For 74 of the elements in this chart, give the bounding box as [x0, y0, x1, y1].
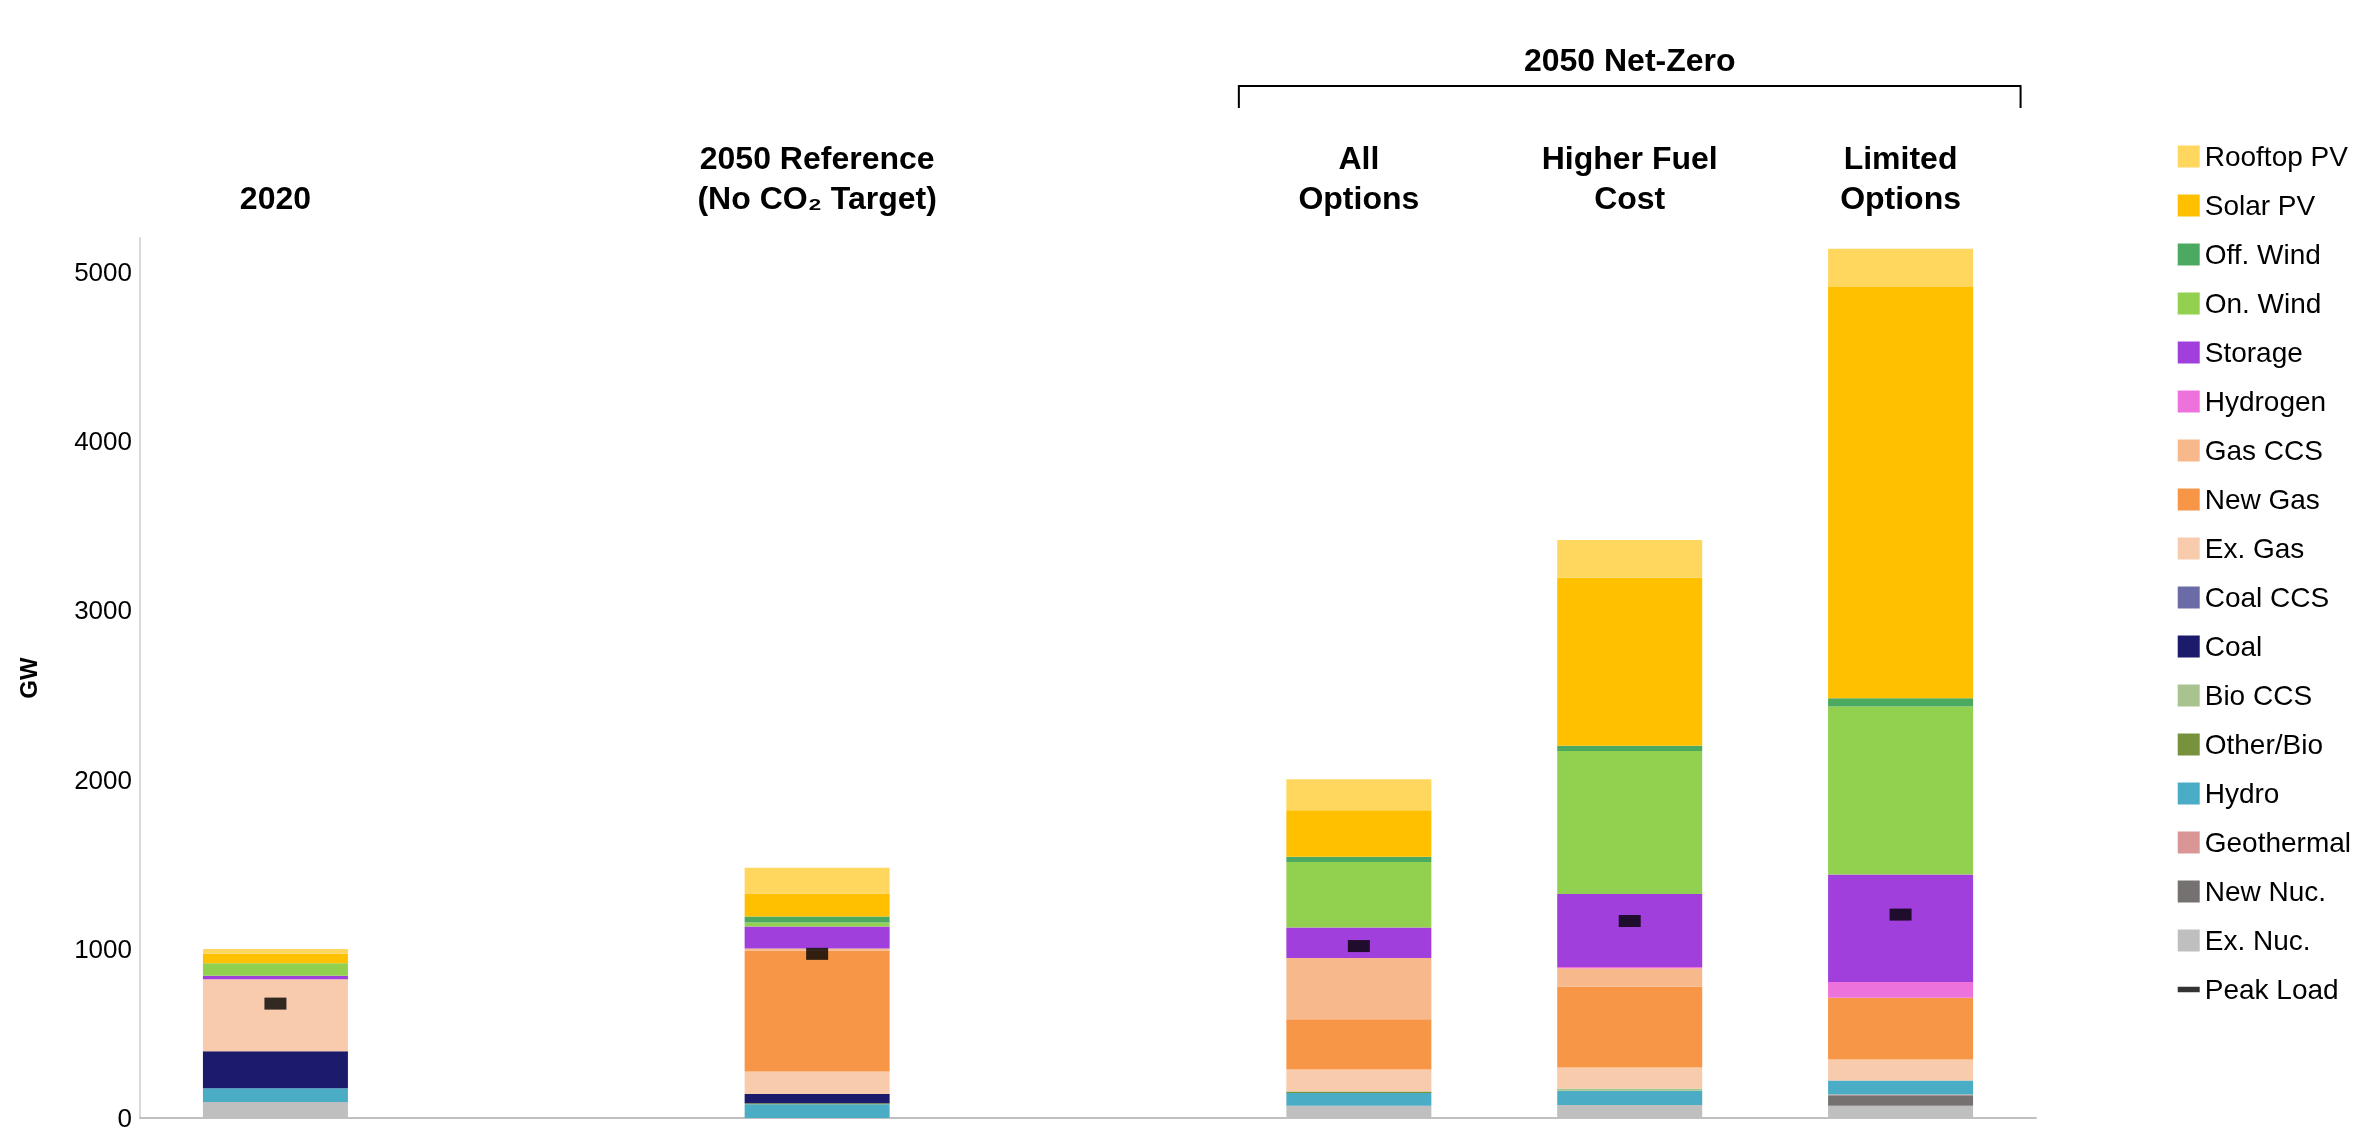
bar	[1828, 1095, 1974, 1106]
legend-label: New Nuc.	[2204, 876, 2327, 907]
bar	[202, 1088, 348, 1102]
y-tick-label: 4000	[74, 426, 132, 457]
x-tick-label: 2020	[239, 180, 312, 216]
bar	[1286, 861, 1432, 928]
legend-label: Solar PV	[2204, 190, 2316, 221]
bar	[1557, 893, 1703, 968]
legend-label: Ex. Nuc.	[2204, 925, 2311, 956]
bar	[202, 979, 348, 1052]
bar	[1828, 706, 1974, 875]
bar	[1557, 577, 1703, 746]
bar	[1286, 1019, 1432, 1070]
y-axis-title: GW	[14, 657, 42, 699]
x-tick-label: 2050 Reference (No CO₂ Target)	[697, 140, 937, 216]
bar	[202, 1051, 348, 1089]
legend-label: Ex. Gas	[2204, 533, 2305, 564]
bar	[1828, 997, 1974, 1060]
bar	[1828, 1059, 1974, 1081]
bar	[744, 926, 890, 949]
bar	[1557, 540, 1703, 578]
bar	[1828, 286, 1974, 699]
x-tick-label: All Options	[1298, 140, 1420, 216]
bar	[744, 893, 890, 917]
y-tick-label: 3000	[74, 595, 132, 626]
legend-label: Geothermal	[2204, 827, 2352, 858]
bar	[202, 948, 348, 954]
bar	[1557, 1090, 1703, 1105]
legend-label: Peak Load	[2204, 974, 2339, 1005]
bar	[1557, 745, 1703, 751]
bar	[1557, 986, 1703, 1068]
legend-label: Hydrogen	[2204, 386, 2327, 417]
y-tick-label: 1000	[74, 933, 132, 964]
y-tick-label: 2000	[74, 764, 132, 795]
legend-label: Rooftop PV	[2204, 141, 2349, 172]
bar	[202, 963, 348, 976]
bar	[1557, 1088, 1703, 1091]
bar	[1828, 698, 1974, 707]
bar	[1286, 927, 1432, 959]
bar	[744, 916, 890, 923]
bar	[1286, 1069, 1432, 1092]
x-tick-label: Limited Options	[1840, 140, 1962, 216]
bar	[744, 950, 890, 1072]
bar	[1557, 750, 1703, 894]
legend-label: On. Wind	[2204, 288, 2322, 319]
legend-label: Hydro	[2204, 778, 2280, 809]
bar	[744, 1104, 890, 1118]
y-tick-label: 5000	[74, 256, 132, 287]
legend-label: Gas CCS	[2204, 435, 2323, 466]
bar	[744, 1071, 890, 1094]
bar	[1557, 968, 1703, 987]
legend-label: Coal	[2204, 631, 2263, 662]
bar	[1286, 810, 1432, 857]
legend-label: Off. Wind	[2204, 239, 2321, 270]
bar	[1557, 1067, 1703, 1089]
bar	[1286, 856, 1432, 862]
bar	[1286, 958, 1432, 1020]
legend-label: Storage	[2204, 337, 2303, 368]
bar	[1828, 874, 1974, 983]
text: 2050 Net-Zero	[1523, 42, 1736, 78]
bar	[1828, 1080, 1974, 1095]
legend-label: New Gas	[2204, 484, 2320, 515]
bar	[1828, 982, 1974, 998]
bar	[744, 867, 890, 894]
y-tick-label: 0	[117, 1103, 132, 1133]
bar	[1286, 779, 1432, 811]
bar	[1828, 248, 1974, 287]
legend-label: Bio CCS	[2204, 680, 2313, 711]
legend-label: Other/Bio	[2204, 729, 2323, 760]
bar	[202, 953, 348, 964]
bar	[744, 1093, 890, 1104]
bar	[1286, 1092, 1432, 1106]
legend-label: Coal CCS	[2204, 582, 2330, 613]
x-tick-label: Higher Fuel Cost	[1541, 140, 1718, 216]
